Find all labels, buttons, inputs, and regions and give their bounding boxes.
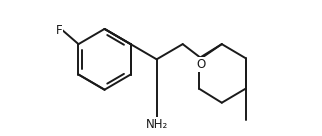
Text: F: F <box>56 24 62 36</box>
Text: NH₂: NH₂ <box>146 118 168 131</box>
Text: O: O <box>196 58 206 71</box>
